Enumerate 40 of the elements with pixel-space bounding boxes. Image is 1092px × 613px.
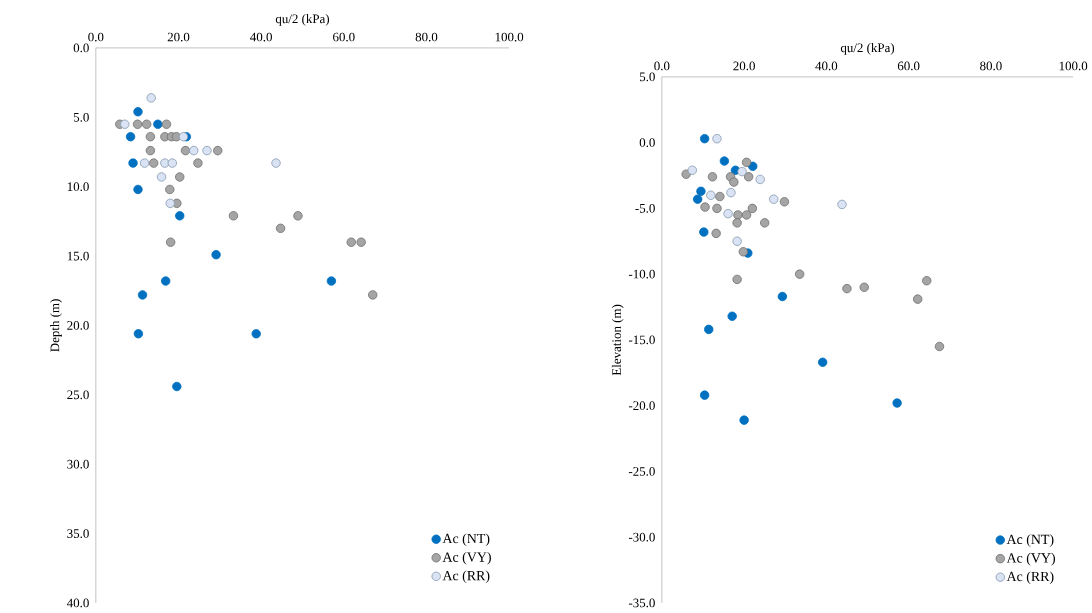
legend-label: Ac (VY) xyxy=(1006,552,1056,566)
x-tick-label: 100.0 xyxy=(495,32,524,42)
x-tick-label: 100.0 xyxy=(1059,61,1088,71)
y-tick-label: 20.0 xyxy=(67,321,89,330)
x-tick-label: 40.0 xyxy=(250,32,272,42)
y-tick-label: -20.0 xyxy=(628,401,655,411)
x-tick-label: 40.0 xyxy=(815,61,838,71)
y-tick-label: 5.0 xyxy=(73,112,89,122)
x-tick-label: 80.0 xyxy=(415,32,438,42)
y-tick-label: -35.0 xyxy=(628,598,655,608)
y-tick-label: 10.0 xyxy=(67,182,89,192)
x-tick-label: 80.0 xyxy=(980,61,1002,71)
x-tick-label: 20.0 xyxy=(167,32,190,42)
x-tick-label: 0.0 xyxy=(88,32,104,42)
legend-label: Ac (NT) xyxy=(442,533,490,547)
x-axis-title: qu/2 (kPa) xyxy=(275,14,330,26)
x-tick-label: 60.0 xyxy=(333,32,355,42)
y-tick-label: 0.0 xyxy=(73,43,89,53)
y-tick-label: 30.0 xyxy=(67,459,89,469)
y-tick-label: 0.0 xyxy=(639,138,655,148)
x-tick-label: 20.0 xyxy=(733,61,755,71)
y-tick-label: -30.0 xyxy=(628,532,655,542)
y-tick-label: 40.0 xyxy=(66,598,89,608)
legend-label: Ac (VY) xyxy=(442,551,491,565)
legend-label: Ac (RR) xyxy=(442,570,490,584)
x-tick-label: 60.0 xyxy=(897,61,920,71)
y-tick-label: -15.0 xyxy=(628,335,655,345)
y-tick-label: 15.0 xyxy=(67,251,89,261)
y-axis-title: Elevation (m) xyxy=(611,304,624,376)
legend-label: Ac (RR) xyxy=(1006,571,1054,585)
y-axis-title: Depth (m) xyxy=(50,299,62,352)
y-tick-label: -10.0 xyxy=(628,269,655,279)
legend-label: Ac (NT) xyxy=(1006,534,1054,547)
y-tick-label: -5.0 xyxy=(635,204,655,213)
y-tick-label: 25.0 xyxy=(67,390,89,400)
x-tick-label: 0.0 xyxy=(654,61,670,71)
y-tick-label: 5.0 xyxy=(639,72,655,82)
x-axis-title: qu/2 (kPa) xyxy=(840,43,895,55)
y-tick-label: 35.0 xyxy=(67,529,89,539)
y-tick-label: -25.0 xyxy=(628,467,655,476)
